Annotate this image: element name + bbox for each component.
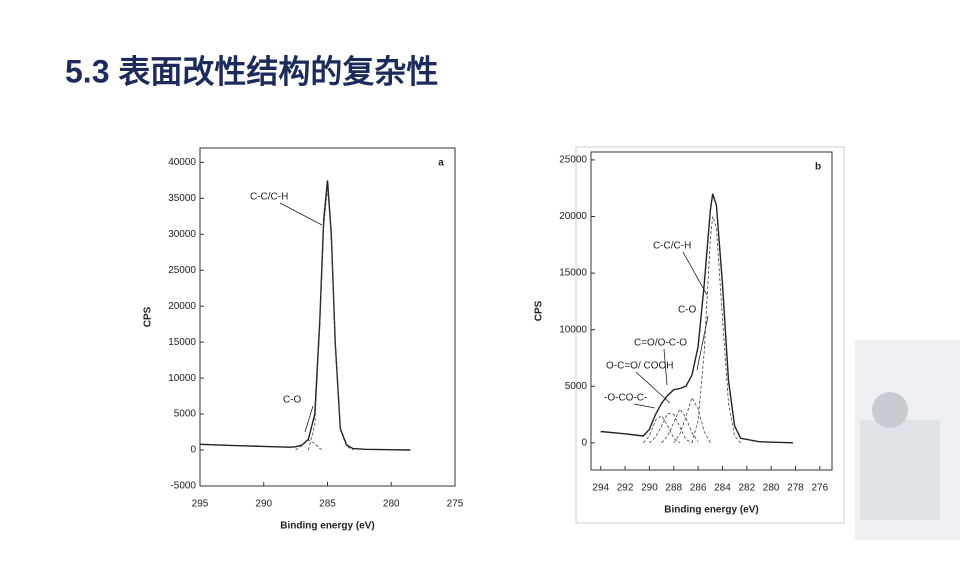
x-tick-label: 278: [787, 483, 804, 494]
x-axis-label: Binding energy (eV): [280, 521, 374, 532]
x-tick-label: 290: [641, 483, 658, 494]
annotation-arrow: [682, 251, 708, 296]
annotation-arrow: [696, 315, 709, 371]
y-tick-label: 5000: [174, 409, 197, 420]
panel-label: a: [438, 158, 444, 169]
y-tick-label: 30000: [168, 229, 196, 240]
y-tick-label: 40000: [168, 157, 196, 168]
peak-annotation: C=O/O-C-O: [634, 338, 687, 349]
x-tick-label: 295: [192, 499, 209, 510]
annotation-arrow: [635, 371, 671, 404]
y-axis-label: CPS: [143, 306, 154, 327]
x-tick-label: 284: [714, 483, 731, 494]
x-tick-label: 280: [763, 483, 780, 494]
component-line: [649, 412, 693, 444]
y-tick-label: 0: [190, 445, 196, 456]
annotation-arrow: [304, 405, 314, 433]
x-tick-label: 276: [811, 483, 828, 494]
component-line: [295, 439, 324, 451]
x-tick-label: 288: [665, 483, 682, 494]
y-tick-label: 20000: [559, 211, 587, 222]
x-tick-label: 280: [383, 499, 400, 510]
annotation-arrow: [663, 348, 668, 386]
y-tick-label: 0: [581, 437, 587, 448]
decoration: [860, 420, 940, 520]
component-line: [691, 216, 741, 444]
y-tick-label: 10000: [168, 373, 196, 384]
x-tick-label: 290: [255, 499, 272, 510]
annotation-arrow: [279, 202, 323, 226]
y-axis-label: CPS: [534, 300, 545, 321]
component-line: [308, 187, 354, 451]
y-tick-label: 10000: [559, 324, 587, 335]
y-tick-label: 5000: [565, 381, 588, 392]
decoration: [872, 392, 908, 428]
y-tick-label: 25000: [168, 265, 196, 276]
peak-annotation: C-C/C-H: [653, 241, 691, 252]
spectrum-line: [199, 180, 411, 451]
panel-label: b: [815, 162, 821, 173]
component-line: [661, 408, 699, 444]
peak-annotation: C-C/C-H: [250, 192, 288, 203]
x-tick-label: 286: [690, 483, 707, 494]
x-tick-label: 294: [592, 483, 609, 494]
y-tick-label: 20000: [168, 301, 196, 312]
peak-annotation: O-C=O/ COOH: [606, 361, 674, 372]
spectrum-line: [600, 193, 794, 444]
annotation-arrow: [633, 403, 656, 409]
peak-annotation: -O-CO-C-: [604, 393, 647, 404]
y-tick-label: 35000: [168, 193, 196, 204]
y-tick-label: -5000: [170, 481, 196, 492]
x-tick-label: 285: [319, 499, 336, 510]
plot-frame: [590, 151, 833, 471]
component-line: [673, 396, 711, 444]
y-tick-label: 15000: [559, 268, 587, 279]
peak-annotation: C-O: [678, 305, 697, 316]
x-tick-label: 282: [738, 483, 755, 494]
x-tick-label: 275: [447, 499, 464, 510]
x-axis-label: Binding energy (eV): [664, 505, 758, 516]
slide-title: 5.3 表面改性结构的复杂性: [65, 53, 438, 89]
x-tick-label: 292: [617, 483, 634, 494]
y-tick-label: 15000: [168, 337, 196, 348]
figure-frame: [575, 146, 845, 524]
peak-annotation: C-O: [283, 395, 302, 406]
y-tick-label: 25000: [559, 155, 587, 166]
equipment-decoration: [855, 340, 960, 540]
